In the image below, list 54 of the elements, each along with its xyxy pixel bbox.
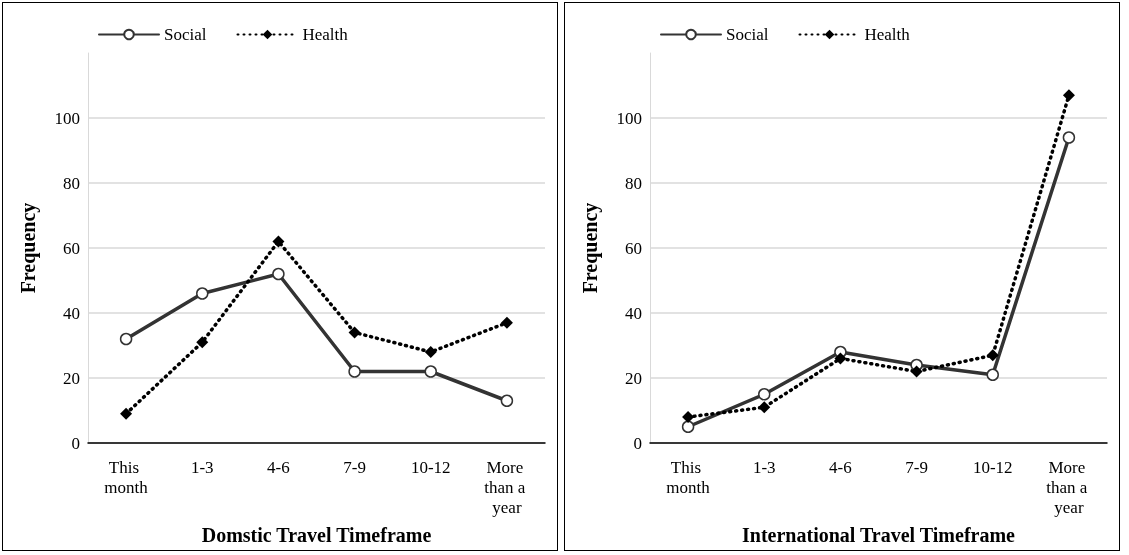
point bbox=[758, 388, 771, 401]
point bbox=[424, 346, 437, 358]
y-tick-label: 80 bbox=[625, 173, 642, 193]
point bbox=[196, 336, 209, 349]
point bbox=[986, 368, 999, 381]
legend-label: Health bbox=[302, 25, 349, 44]
legend-label: Social bbox=[726, 25, 769, 44]
y-tick-label: 0 bbox=[633, 433, 642, 453]
point bbox=[910, 365, 923, 378]
y-tick-label: 60 bbox=[63, 238, 80, 258]
point bbox=[196, 287, 209, 300]
x-tick-label: 1-3 bbox=[190, 457, 214, 477]
point bbox=[348, 365, 361, 378]
point bbox=[119, 332, 133, 346]
point bbox=[1062, 131, 1076, 144]
point bbox=[681, 420, 695, 433]
point bbox=[500, 394, 514, 407]
x-tick-label: More than a year bbox=[1046, 457, 1092, 517]
x-tick-label: This month bbox=[666, 457, 711, 497]
point bbox=[424, 365, 437, 378]
y-axis-title: Frequency bbox=[579, 202, 602, 294]
y-tick-label: 100 bbox=[54, 108, 80, 128]
x-axis-title: Domstic Travel Timeframe bbox=[201, 524, 432, 546]
point bbox=[834, 352, 847, 365]
point bbox=[682, 411, 695, 423]
point bbox=[272, 235, 285, 248]
x-axis-title: International Travel Timeframe bbox=[742, 524, 1016, 546]
y-axis-title: Frequency bbox=[17, 202, 40, 294]
x-tick-label: More than a year bbox=[484, 457, 530, 517]
x-tick-label: 7-9 bbox=[343, 457, 366, 477]
y-tick-label: 80 bbox=[63, 173, 80, 193]
point bbox=[500, 316, 513, 329]
x-tick-label: 7-9 bbox=[905, 457, 928, 477]
y-tick-label: 100 bbox=[616, 108, 642, 128]
y-tick-label: 0 bbox=[71, 433, 80, 453]
x-tick-label: 4-6 bbox=[267, 457, 290, 477]
point bbox=[120, 407, 133, 420]
y-tick-label: 60 bbox=[625, 238, 642, 258]
point bbox=[272, 267, 285, 281]
y-tick-label: 40 bbox=[625, 303, 642, 323]
legend-label: Social bbox=[164, 25, 207, 44]
point bbox=[758, 401, 771, 414]
point bbox=[348, 326, 361, 339]
x-tick-label: This month bbox=[104, 457, 149, 497]
y-tick-label: 40 bbox=[63, 303, 80, 323]
y-tick-label: 20 bbox=[63, 368, 80, 388]
legend-label: Health bbox=[864, 25, 911, 44]
x-tick-label: 1-3 bbox=[752, 457, 776, 477]
point bbox=[986, 349, 999, 362]
point bbox=[1062, 89, 1075, 102]
x-tick-label: 10-12 bbox=[972, 457, 1013, 477]
x-tick-label: 10-12 bbox=[410, 457, 451, 477]
y-tick-label: 20 bbox=[625, 368, 642, 388]
x-tick-label: 4-6 bbox=[829, 457, 852, 477]
